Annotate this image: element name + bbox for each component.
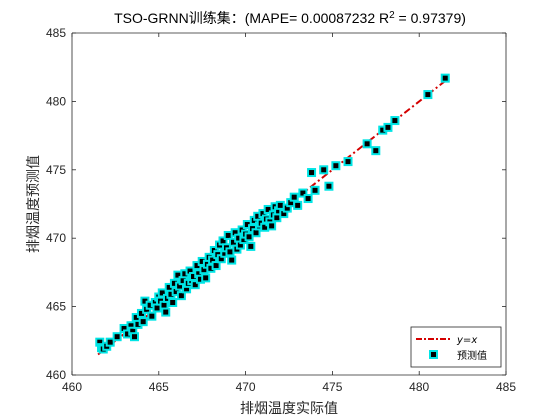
legend-box <box>410 326 502 368</box>
data-point <box>289 192 299 202</box>
x-tick-label: 485 <box>496 380 516 394</box>
legend-series-label: 预测值 <box>457 349 487 362</box>
data-point <box>168 297 178 307</box>
legend-ref-label: y=x <box>456 335 477 346</box>
x-tick-label: 470 <box>236 380 256 394</box>
data-point <box>227 255 237 265</box>
chart-title: TSO-GRNN训练集：(MAPE= 0.00087232 R2 = 0.973… <box>114 10 466 27</box>
data-point <box>246 241 256 251</box>
y-tick-label: 475 <box>46 163 66 177</box>
x-tick-label: 480 <box>409 380 429 394</box>
x-axis-label: 排烟温度实际值 <box>240 401 338 417</box>
data-point <box>138 317 148 327</box>
data-point <box>201 273 211 283</box>
y-tick-label: 485 <box>46 26 66 40</box>
y-tick-label: 470 <box>46 231 66 245</box>
legend: y=x 预测值 <box>410 326 502 368</box>
data-point <box>298 188 308 198</box>
data-point <box>147 311 157 321</box>
y-ticks: 460 465 470 475 480 485 <box>46 26 506 382</box>
data-point <box>324 181 334 191</box>
x-tick-label: 460 <box>62 380 82 394</box>
data-point <box>423 90 433 100</box>
data-point <box>303 194 313 204</box>
data-point <box>105 337 115 347</box>
data-point <box>319 165 329 175</box>
data-point <box>112 332 122 342</box>
y-axis-label: 排烟温度预测值 <box>26 155 42 253</box>
data-point <box>310 185 320 195</box>
data-point <box>211 261 221 271</box>
data-point <box>371 146 381 156</box>
y-tick-label: 480 <box>46 94 66 108</box>
data-point <box>343 157 353 167</box>
x-tick-label: 465 <box>149 380 169 394</box>
data-point <box>267 221 277 231</box>
y-tick-label: 465 <box>46 300 66 314</box>
legend-marker-swatch <box>429 350 438 359</box>
x-ticks: 460 465 470 475 480 485 <box>62 33 516 394</box>
y-tick-label: 460 <box>46 368 66 382</box>
data-point <box>440 73 450 83</box>
data-point <box>161 307 171 317</box>
data-points <box>95 73 450 354</box>
data-point <box>383 122 393 132</box>
data-point <box>293 200 303 210</box>
data-point <box>176 291 186 301</box>
data-point <box>157 288 167 298</box>
data-point <box>390 116 400 126</box>
data-point <box>362 139 372 149</box>
data-point <box>129 332 139 342</box>
data-point <box>307 168 317 178</box>
x-tick-label: 475 <box>322 380 342 394</box>
data-point <box>190 280 200 290</box>
data-point <box>331 161 341 171</box>
